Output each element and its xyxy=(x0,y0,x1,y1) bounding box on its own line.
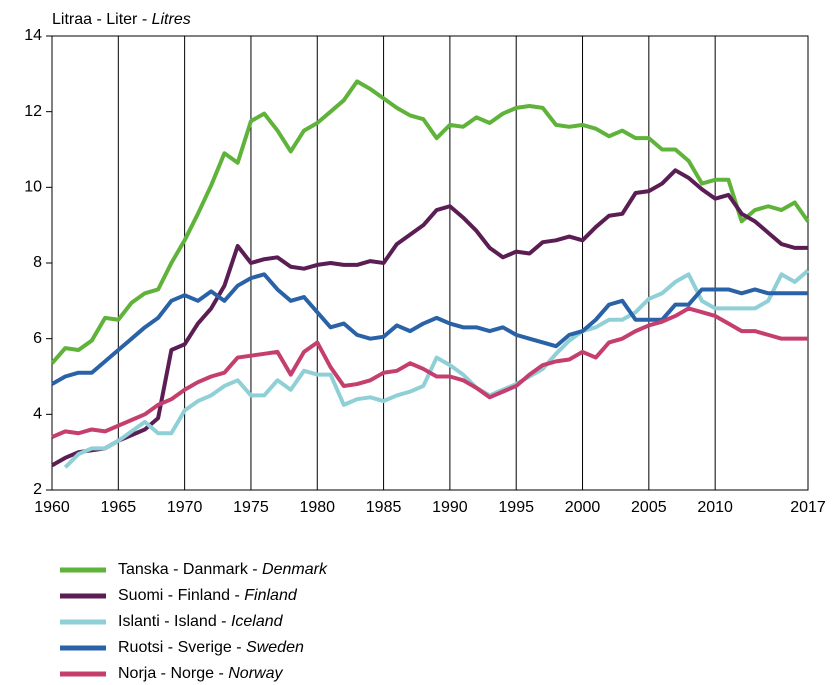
x-tick-label: 2010 xyxy=(697,499,733,516)
series-line xyxy=(50,79,810,365)
y-tick-label: 4 xyxy=(33,406,42,423)
x-tick-label: 2005 xyxy=(631,499,667,516)
x-tick-label: 2000 xyxy=(565,499,601,516)
y-tick-label: 12 xyxy=(24,103,42,120)
x-tick-label: 1990 xyxy=(432,499,468,516)
x-tick-label: 2017 xyxy=(790,499,826,516)
x-tick-label: 1980 xyxy=(299,499,335,516)
legend-label: Islanti - Island - Iceland xyxy=(118,613,284,630)
y-tick-label: 8 xyxy=(33,254,42,271)
x-tick-label: 1995 xyxy=(498,499,534,516)
x-tick-label: 1965 xyxy=(101,499,137,516)
x-tick-label: 1970 xyxy=(167,499,203,516)
series-line xyxy=(51,168,808,468)
series-line xyxy=(63,269,810,469)
legend-label: Norja - Norge - Norway xyxy=(118,665,283,682)
chart-title: Litraa - Liter - Litres xyxy=(52,11,191,28)
legend-label: Suomi - Finland - Finland xyxy=(118,587,298,604)
series-line xyxy=(51,306,808,439)
legend-label: Tanska - Danmark - Denmark xyxy=(118,561,328,578)
x-tick-label: 1985 xyxy=(366,499,402,516)
x-tick-label: 1960 xyxy=(34,499,70,516)
legend-label: Ruotsi - Sverige - Sweden xyxy=(118,639,304,656)
plot-frame xyxy=(51,35,809,491)
series-line xyxy=(51,272,808,386)
y-tick-label: 14 xyxy=(24,27,42,44)
y-tick-label: 6 xyxy=(33,330,42,347)
y-tick-label: 2 xyxy=(33,481,42,498)
y-tick-label: 10 xyxy=(24,179,42,196)
x-tick-label: 1975 xyxy=(233,499,269,516)
